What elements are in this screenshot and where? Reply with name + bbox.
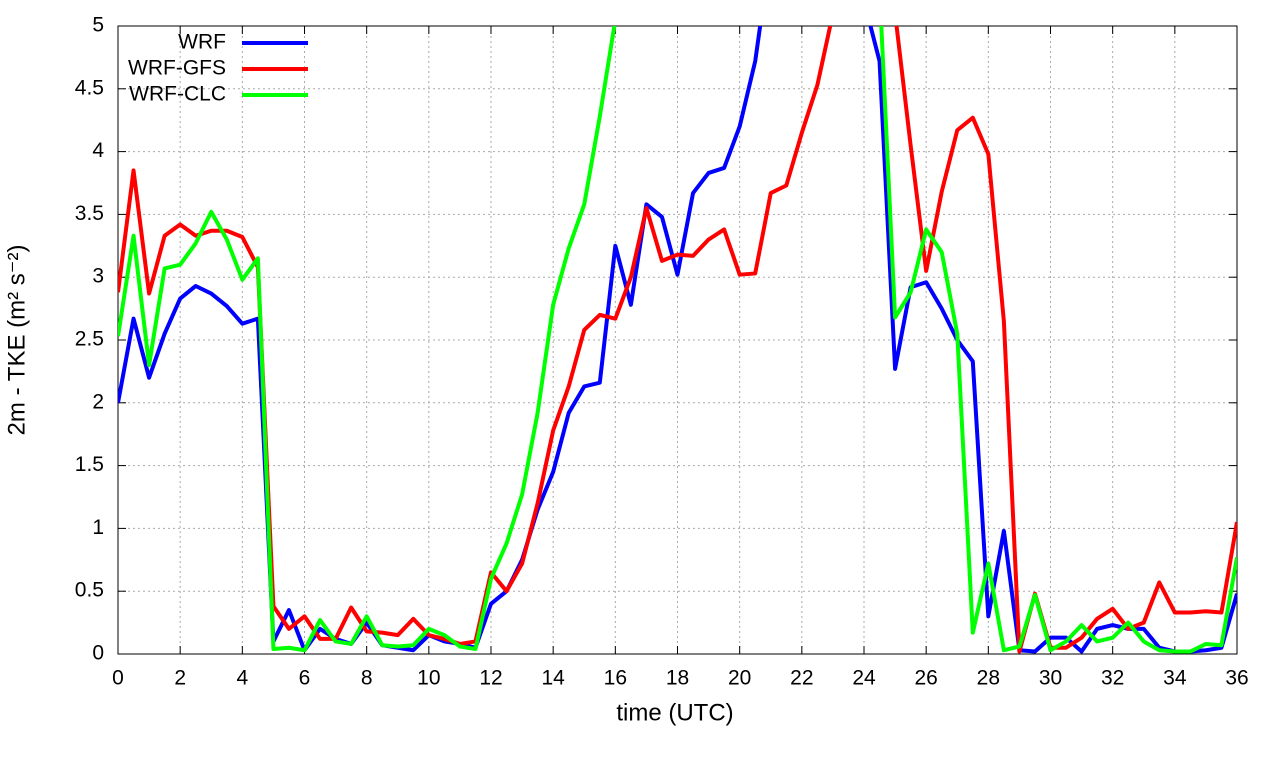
x-tick-label: 4 [236,667,248,690]
x-tick-label: 12 [479,667,502,690]
y-tick-label: 5 [92,14,104,37]
y-tick-label: 3 [92,265,104,288]
y-tick-label: 1 [92,516,104,539]
plot-frame [117,25,1238,655]
x-tick-label: 2 [174,667,186,690]
legend-label: WRF-CLC [129,83,226,106]
legend-label: WRF-GFS [128,57,226,80]
y-tick-label: 0.5 [75,579,104,602]
x-axis-label: time (UTC) [616,699,733,726]
x-tick-label: 26 [914,667,937,690]
x-tick-label: 18 [666,667,689,690]
x-tick-label: 34 [1163,667,1187,690]
x-tick-label: 16 [604,667,627,690]
x-tick-label: 28 [977,667,1000,690]
y-tick-label: 2.5 [75,328,104,351]
y-tick-label: 2 [92,390,104,413]
plot-area [118,26,1237,654]
data-line [118,26,1237,654]
x-tick-label: 30 [1039,667,1062,690]
x-tick-label: 10 [417,667,440,690]
x-tick-label: 8 [361,667,373,690]
x-tick-label: 22 [790,667,813,690]
x-tick-label: 14 [541,667,565,690]
y-tick-label: 4 [92,139,104,162]
y-tick-label: 1.5 [75,453,104,476]
legend-label: WRF [178,31,226,54]
y-tick-label: 4.5 [75,76,104,99]
x-tick-label: 24 [852,667,876,690]
y-tick-label: 0 [92,642,104,665]
x-tick-label: 6 [299,667,311,690]
x-tick-label: 0 [112,667,124,690]
x-tick-label: 20 [728,667,751,690]
x-tick-label: 32 [1101,667,1124,690]
x-tick-label: 36 [1225,667,1248,690]
y-axis-label: 2m - TKE (m² s⁻²) [3,245,30,436]
y-tick-label: 3.5 [75,202,104,225]
